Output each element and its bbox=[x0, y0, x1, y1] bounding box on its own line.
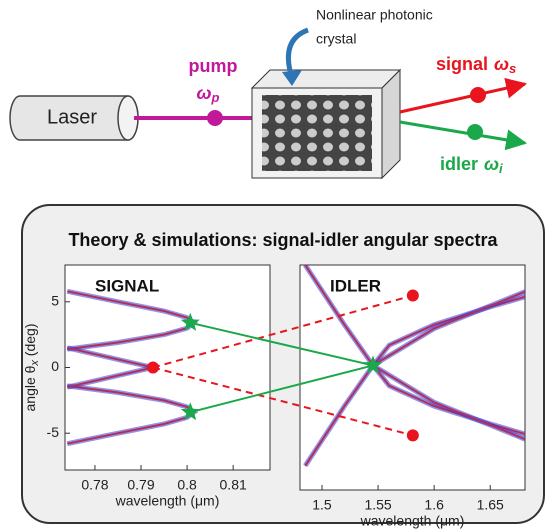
x-tick-label: 1.5 bbox=[312, 497, 332, 513]
dot-marker bbox=[147, 362, 159, 374]
y-label-text: angle θ bbox=[22, 365, 38, 411]
x-axis-label: wavelength (μm) bbox=[115, 493, 220, 509]
x-tick-label: 1.55 bbox=[364, 497, 391, 513]
crystal-label: Nonlinear photonic bbox=[316, 7, 433, 23]
x-axis-label: wavelength (μm) bbox=[360, 513, 465, 529]
x-tick-label: 0.8 bbox=[177, 477, 197, 493]
x-tick-label: 0.78 bbox=[81, 477, 108, 493]
signal-dot bbox=[470, 87, 486, 103]
idler-text: idler bbox=[440, 154, 478, 174]
pump-dot bbox=[207, 110, 223, 126]
x-tick-label: 0.79 bbox=[127, 477, 154, 493]
pump-symbol: ωp bbox=[197, 83, 220, 106]
laser-label: Laser bbox=[47, 106, 97, 128]
panel-title: Theory & simulations: signal-idler angul… bbox=[68, 230, 498, 250]
x-tick-label: 1.6 bbox=[424, 497, 444, 513]
idler-dot bbox=[467, 124, 483, 140]
omega: ω bbox=[484, 154, 499, 174]
figure: Laser pump ωp Nonlinear photonic crystal… bbox=[0, 0, 557, 529]
crystal bbox=[252, 70, 400, 178]
x-tick-label: 1.65 bbox=[477, 497, 504, 513]
y-tick-label: 5 bbox=[51, 292, 59, 308]
plot-title: IDLER bbox=[330, 276, 381, 295]
y-tick-label: -5 bbox=[47, 424, 60, 440]
plot-title: SIGNAL bbox=[95, 276, 159, 295]
y-label-rest: (deg) bbox=[22, 323, 38, 360]
omega: ω bbox=[494, 54, 509, 74]
pump-label: pump bbox=[189, 56, 238, 76]
x-tick-label: 0.81 bbox=[220, 477, 247, 493]
subscript: i bbox=[499, 161, 503, 176]
subscript: p bbox=[211, 90, 220, 105]
signal-beam bbox=[400, 84, 525, 112]
idler-beam bbox=[400, 122, 525, 143]
signal-text: signal bbox=[436, 54, 488, 74]
omega: ω bbox=[197, 83, 212, 103]
dot-marker bbox=[407, 290, 419, 302]
subscript: s bbox=[509, 61, 516, 76]
crystal-label: crystal bbox=[316, 31, 356, 47]
dot-marker bbox=[407, 429, 419, 441]
y-tick-label: 0 bbox=[51, 358, 59, 374]
